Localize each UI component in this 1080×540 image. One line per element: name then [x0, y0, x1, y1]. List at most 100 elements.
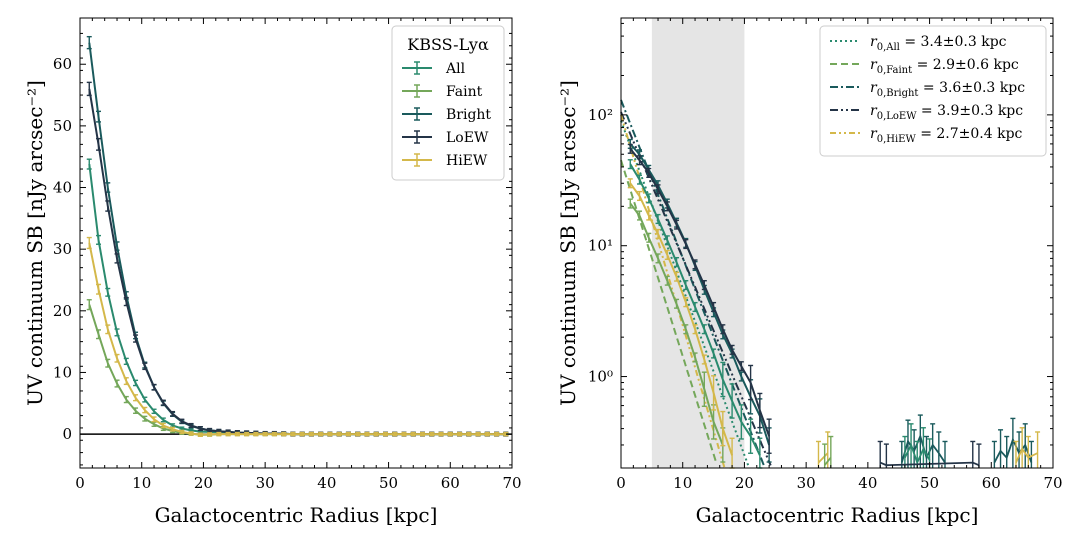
right-point-all: [729, 383, 735, 419]
left-point-hiew: [336, 431, 342, 437]
right-series-hiew: [629, 182, 734, 456]
right-point-loew: [655, 184, 661, 195]
left-point-hiew: [420, 431, 426, 437]
left-legend: KBSS-Lyα All Faint Bright LoEW HiEW: [391, 25, 505, 181]
left-panel: 0 10 20 30 40 50 60 70 0 10 20 30 40 50 60 Galactocent…: [23, 17, 522, 527]
right-x-tick-label: 70: [1043, 474, 1062, 492]
left-point-hiew: [364, 431, 370, 437]
left-x-tick-label: 50: [379, 474, 398, 492]
left-legend-item-all: All: [402, 61, 466, 77]
right-point-bright: [738, 371, 744, 382]
right-point-loew: [748, 364, 754, 401]
left-point-hiew: [281, 431, 287, 437]
right-ticks: 0 10 20 30 40 50 60 70 10⁰ 10¹ 10²: [588, 18, 1063, 492]
left-point-hiew: [503, 431, 509, 437]
right-point-all: [674, 256, 680, 268]
right-axes-frame: [620, 17, 1054, 469]
left-legend-label: Bright: [446, 107, 491, 123]
left-point-hiew: [327, 431, 333, 437]
left-y-tick-label: 0: [62, 425, 72, 443]
left-point-hiew: [355, 431, 361, 437]
left-point-hiew: [382, 431, 388, 437]
right-point-loew: [711, 301, 717, 313]
left-legend-label: HiEW: [446, 153, 488, 169]
left-point-hiew: [299, 431, 305, 437]
left-x-axis-title: Galactocentric Radius [kpc]: [155, 503, 438, 527]
left-legend-item-hiew: HiEW: [402, 153, 488, 169]
right-point-faint: [692, 352, 698, 363]
right-point-loew: [766, 418, 772, 454]
left-point-loew: [86, 81, 92, 97]
left-point-hiew: [271, 431, 277, 437]
left-point-loew: [96, 137, 102, 151]
left-point-hiew: [114, 353, 120, 363]
left-point-hiew: [151, 416, 157, 423]
right-point-all: [646, 193, 652, 204]
left-point-hiew: [262, 431, 268, 437]
left-x-tick-label: 20: [194, 474, 213, 492]
left-point-hiew: [123, 377, 129, 386]
left-point-faint: [142, 415, 148, 422]
right-point-loew: [683, 238, 689, 250]
left-point-hiew: [457, 431, 463, 437]
right-legend-label: r0,All = 3.4±0.3 kpc: [870, 34, 1007, 53]
right-y-tick-label: 10¹: [588, 237, 613, 255]
right-panel: 0 10 20 30 40 50 60 70 10⁰ 10¹ 10² Galactocentric …: [556, 17, 1063, 527]
left-point-loew: [151, 383, 157, 391]
left-point-loew: [123, 296, 129, 307]
left-point-all: [96, 234, 102, 245]
left-point-loew: [170, 410, 176, 417]
right-point-loew: [701, 280, 707, 291]
left-y-tick-label: 30: [53, 240, 72, 258]
left-point-hiew: [401, 431, 407, 437]
left-point-loew: [114, 253, 120, 264]
left-series-faint: [88, 304, 506, 436]
right-point-hiew: [664, 249, 670, 261]
left-y-tick-label: 60: [53, 55, 72, 73]
right-point-hiew: [655, 228, 661, 240]
right-point-loew: [720, 324, 726, 335]
right-legend-item-bright: r0,Bright = 3.6±0.3 kpc: [830, 80, 1025, 99]
left-point-hiew: [225, 431, 231, 437]
right-x-tick-label: 60: [982, 474, 1001, 492]
right-fit-faint: [620, 159, 718, 465]
right-point-all: [664, 235, 670, 246]
right-x-tick-label: 30: [797, 474, 816, 492]
right-point-hiew: [701, 354, 707, 365]
right-point-loew: [637, 155, 643, 166]
right-x-tick-label: 0: [616, 474, 626, 492]
right-point-loew: [757, 392, 763, 429]
right-x-tick-label: 10: [673, 474, 692, 492]
left-point-hiew: [133, 394, 139, 402]
right-y-tick-label: 10²: [588, 106, 613, 124]
left-point-faint: [123, 395, 129, 404]
right-y-axis-title: UV continuum SB [nJy arcsec⁻²]: [556, 80, 580, 406]
right-point-faint: [627, 198, 633, 209]
left-point-hiew: [105, 324, 111, 335]
right-point-hiew: [646, 210, 652, 221]
right-x-tick-label: 50: [920, 474, 939, 492]
left-point-hiew: [475, 431, 481, 437]
left-legend-item-faint: Faint: [402, 84, 483, 100]
left-point-loew: [133, 334, 139, 343]
left-point-bright: [86, 35, 92, 50]
left-plot-area: [80, 35, 512, 437]
left-point-hiew: [484, 431, 490, 437]
left-point-hiew: [86, 236, 92, 250]
right-point-faint: [664, 275, 670, 286]
left-point-all: [105, 287, 111, 297]
right-fit-all: [620, 120, 751, 468]
left-x-tick-label: 40: [317, 474, 336, 492]
left-point-all: [160, 417, 166, 423]
right-point-all: [683, 280, 689, 291]
left-point-hiew: [373, 431, 379, 437]
right-series-loew: [629, 148, 771, 437]
right-series-bright: [629, 143, 771, 446]
right-legend-item-hiew: r0,HiEW = 2.7±0.4 kpc: [830, 126, 1023, 145]
left-point-all: [123, 357, 129, 366]
right-legend-label: r0,Bright = 3.6±0.3 kpc: [870, 80, 1025, 99]
left-legend-label: LoEW: [446, 130, 489, 146]
right-noise-hiew: [817, 452, 829, 464]
right-point-all: [692, 301, 698, 313]
right-point-loew: [646, 167, 652, 178]
